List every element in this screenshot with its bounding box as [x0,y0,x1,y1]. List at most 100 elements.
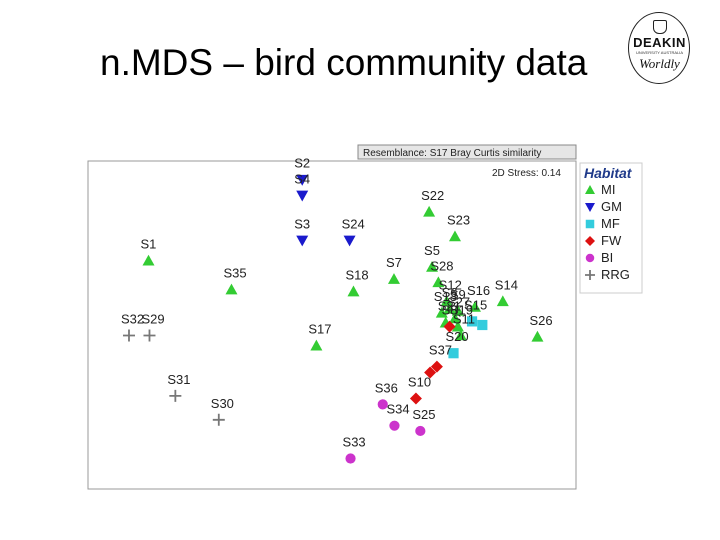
legend-marker-gm [585,203,595,212]
point-s29b [477,319,488,331]
point-s23 [448,230,461,242]
point-label-s13: S13 [434,289,457,304]
point-s29 [143,329,156,342]
point-label-s10: S10 [408,374,431,389]
point-label-s22: S22 [421,188,444,203]
point-label-s32: S32 [121,311,144,326]
legend-label-mi: MI [601,182,615,197]
point-s28 [432,276,445,288]
resemblance-box [357,144,577,160]
point-s26 [531,330,544,342]
point-label-s9: S9 [450,287,466,302]
point-label-s14: S14 [495,277,518,292]
point-label-s30: S30 [211,396,234,411]
logo-subtitle: UNIVERSITY AUSTRALIA [635,50,684,55]
point-s11 [454,329,467,341]
legend: Habitat MI GM MF FW BI RRG [579,162,643,294]
legend-label-fw: FW [601,233,622,248]
resemblance-title: Resemblance: S17 Bray Curtis similarity [363,148,541,159]
point-s17 [310,339,323,351]
point-label-s35: S35 [223,266,246,281]
legend-title: Habitat [584,165,633,181]
point-label-s16: S16 [467,283,490,298]
logo-brand: DEAKIN [633,35,686,50]
point-label-s15: S15 [464,297,487,312]
legend-label-rrg: RRG [601,267,630,282]
point-s30 [212,413,225,426]
point-label-s33: S33 [343,434,366,449]
point-label-s28: S28 [430,258,453,273]
point-s16 [468,300,481,312]
point-s3 [296,235,309,247]
point-s37b [424,366,437,379]
legend-label-mf: MF [601,216,620,231]
point-label-s7: S7 [386,255,402,270]
point-s34 [389,420,400,431]
point-s1 [142,254,155,266]
point-label-s34: S34 [386,402,409,417]
point-label-s17: S17 [308,322,331,337]
point-s2 [296,174,309,186]
point-s5 [426,260,439,272]
point-label-s1: S1 [141,237,157,252]
point-s27 [448,312,461,324]
slide-title: n.MDS – bird community data [100,42,588,83]
point-label-s4: S4 [294,171,310,186]
point-label-s6: S6 [442,285,458,300]
point-label-s12: S12 [439,277,462,292]
point-s13 [435,306,448,318]
point-label-s24: S24 [342,216,365,231]
point-s14 [496,295,509,307]
legend-marker-rrg [585,270,595,280]
point-label-s23: S23 [447,212,470,227]
point-label-s26: S26 [529,313,552,328]
stress-label: 2D Stress: 0.14 [492,168,561,179]
legend-marker-fw [585,236,595,246]
point-label-s25: S25 [412,407,435,422]
point-s18 [347,285,360,297]
point-label-s37: S37 [429,343,452,358]
legend-marker-mf [585,219,595,229]
point-s10 [409,392,422,405]
point-label-s3: S3 [294,216,310,231]
point-s4 [296,190,309,202]
logo-tagline: Worldly [639,56,680,71]
legend-label-bi: BI [601,250,613,265]
point-s24 [343,235,356,247]
point-s35 [225,283,238,295]
point-label-s31: S31 [167,372,190,387]
point-s22 [423,205,436,217]
point-label-s2: S2 [294,156,310,171]
point-s7 [387,273,400,284]
legend-marker-bi [585,253,595,263]
point-s6 [443,302,456,314]
point-label-s36: S36 [375,380,398,395]
point-s20 [448,348,459,359]
point-label-s29: S29 [141,311,164,326]
point-label-s8: S8 [442,303,458,318]
shield-icon [653,20,667,34]
deakin-logo: DEAKIN UNIVERSITY AUSTRALIA Worldly [628,8,692,88]
point-s36 [377,399,388,410]
point-label-s5: S5 [424,243,440,258]
logo-circle [628,12,690,84]
point-s31 [169,389,182,402]
point-s32 [122,329,135,342]
point-label-s20: S20 [446,329,469,344]
point-s8 [443,320,456,333]
point-s37 [430,360,443,373]
legend-label-gm: GM [601,199,622,214]
points-layer [122,174,544,464]
point-label-s19: S19 [450,303,473,318]
point-s19 [451,320,464,332]
point-label-s11: S11 [453,311,475,326]
point-s25 [415,425,426,437]
plot-area [87,160,577,490]
legend-marker-mi [585,185,595,194]
point-label-s21: S21 [438,299,461,314]
point-label-s27: S27 [447,294,470,309]
point-s15 [466,316,478,327]
point-s33 [345,453,356,464]
